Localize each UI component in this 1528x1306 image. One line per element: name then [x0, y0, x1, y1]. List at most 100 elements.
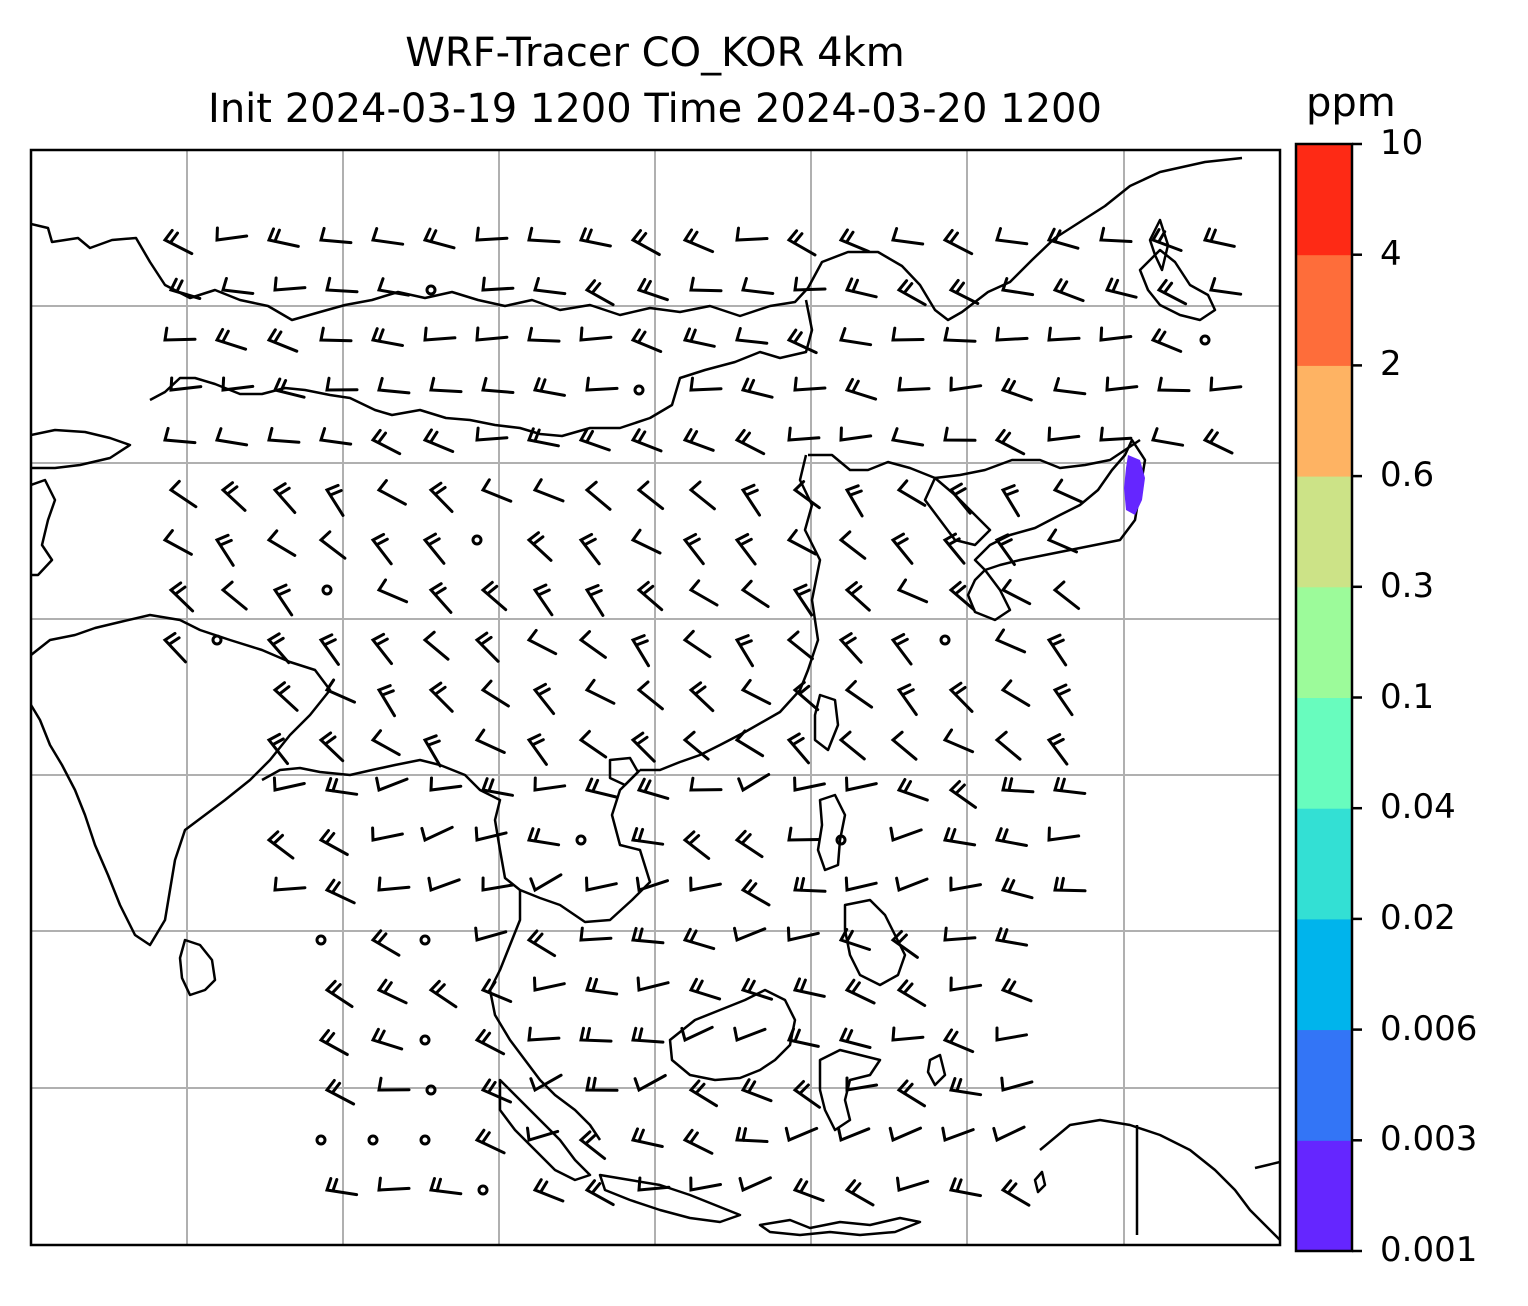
wind-barb [792, 680, 820, 712]
wind-barb [584, 777, 618, 799]
wind-barb [636, 480, 665, 511]
wind-barb [1053, 777, 1087, 795]
coast-java [598, 1173, 742, 1224]
wind-barb [1046, 227, 1080, 250]
plot-title-line1: WRF-Tracer CO_KOR 4km [405, 30, 905, 76]
wind-barb [1099, 326, 1133, 342]
wind-barb [735, 226, 769, 242]
wind-barb [837, 1126, 871, 1143]
wind-barb [1046, 633, 1068, 667]
wind-barb [376, 978, 408, 1005]
wind-barb [1000, 1179, 1031, 1207]
wind-barb [266, 830, 295, 860]
wind-barb [475, 226, 509, 242]
wind-barb [168, 581, 195, 613]
coast-hainan [608, 756, 640, 787]
wind-barb [943, 926, 977, 942]
wind-barb [474, 1028, 506, 1056]
wind-barb [630, 634, 650, 668]
wind-barb [1150, 427, 1185, 447]
wind-barb [325, 276, 359, 294]
wind-barb [1052, 478, 1084, 504]
wind-barb [630, 229, 661, 256]
wind-barb [1099, 226, 1133, 243]
wind-barb [220, 580, 248, 611]
wind-barb [423, 326, 457, 342]
coast-sri-lanka [178, 938, 217, 997]
colorbar-segment [1296, 808, 1352, 920]
calm-marker [425, 1084, 437, 1096]
wind-barb [1047, 826, 1081, 842]
wind-barb [890, 427, 925, 447]
colorbar-tick-label: 10 [1380, 123, 1424, 163]
colorbar-segment [1296, 365, 1352, 477]
map-frame [29, 148, 1282, 1247]
wind-barb [635, 876, 669, 892]
wind-barb [891, 326, 925, 342]
calm-marker [367, 1134, 379, 1146]
wind-barb [844, 484, 864, 518]
wind-barb [942, 1028, 975, 1054]
wind-barb [1053, 377, 1087, 396]
wind-barb [579, 926, 613, 942]
wind-barb [168, 277, 202, 300]
wind-barb [481, 376, 515, 394]
colorbar-tick-label: 0.006 [1380, 1008, 1478, 1049]
wind-barb [784, 1126, 819, 1143]
wind-barb [890, 633, 913, 666]
wind-barb [943, 426, 977, 442]
wind-barb [529, 873, 563, 893]
wind-barb [890, 930, 919, 959]
wind-barb [526, 427, 560, 448]
wind-barb [630, 328, 663, 353]
calm-marker [315, 934, 327, 946]
wind-barb [740, 579, 770, 608]
wind-barb [272, 377, 306, 399]
wind-barb [1156, 278, 1188, 306]
wind-barb [370, 428, 402, 456]
calm-marker [471, 534, 483, 546]
colorbar-tick-label: 0.04 [1380, 787, 1456, 828]
wind-barb [680, 1025, 714, 1043]
coast-china-east [149, 299, 814, 438]
wind-barb [636, 278, 669, 302]
wind-barb [740, 678, 772, 706]
wind-barb [1000, 484, 1020, 518]
colorbar-tick-label: 4 [1380, 233, 1402, 274]
coast-lesser-sunda [758, 1216, 922, 1237]
wind-barb [735, 327, 769, 345]
wind-barb [787, 426, 821, 442]
wind-barb [734, 428, 766, 456]
wind-barb [689, 376, 723, 392]
wind-barb [371, 826, 404, 842]
wind-barb [272, 776, 306, 792]
wind-barb [896, 1079, 926, 1108]
calm-marker [939, 634, 951, 646]
wind-barb [630, 1127, 664, 1148]
colorbar-tick-label: 0.1 [1380, 676, 1435, 717]
wind-barb [325, 1177, 359, 1197]
wind-barb [1052, 683, 1074, 717]
wind-barb [838, 530, 867, 560]
wind-barb [786, 229, 817, 257]
wind-barb [948, 482, 972, 515]
wind-barb [220, 481, 247, 512]
wind-barb [896, 1176, 930, 1192]
wind-barb [480, 777, 514, 797]
wind-barb [682, 428, 715, 452]
wind-barb [422, 227, 456, 250]
wind-barb [1209, 376, 1243, 392]
colorbar-segment [1296, 918, 1352, 1031]
wind-barb [682, 228, 715, 254]
wind-barb [584, 678, 616, 705]
wind-barb [735, 1126, 769, 1143]
wind-barb [422, 734, 442, 768]
wind-barb [422, 630, 450, 661]
wind-barb [429, 376, 463, 394]
wind-barb [527, 827, 561, 847]
wind-barb [578, 729, 608, 759]
wind-barb [214, 533, 235, 567]
wind-barb [377, 1076, 411, 1092]
wind-barb [838, 228, 871, 253]
wind-barb [844, 978, 876, 1005]
